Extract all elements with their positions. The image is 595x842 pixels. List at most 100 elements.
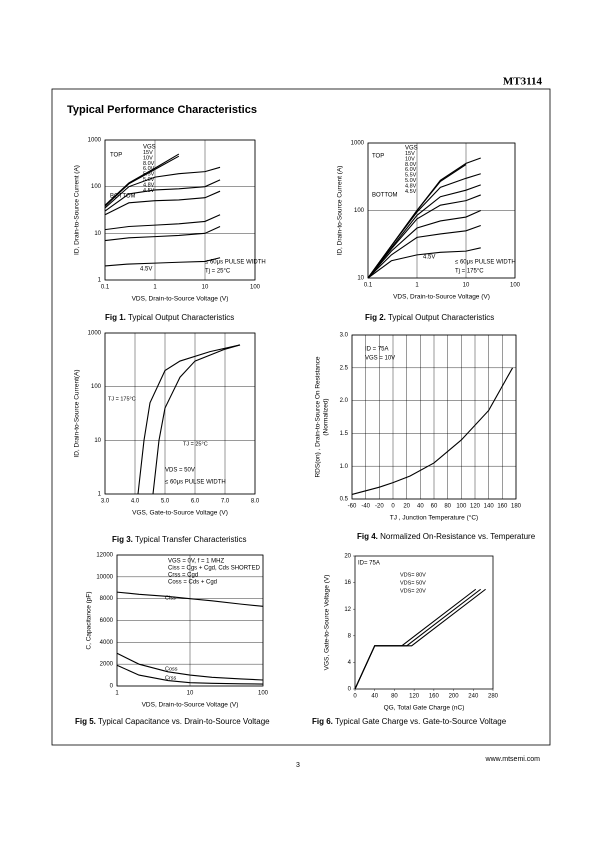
part-number: MT3114 bbox=[503, 76, 543, 88]
x-tick-label: 160 bbox=[497, 504, 508, 510]
chart: 0.1 1 10 100 10 100 1000 VDS, Drain-to-Source V… bbox=[337, 141, 521, 323]
y-tick-label: 10 bbox=[357, 276, 364, 282]
series-line bbox=[104, 166, 221, 209]
x-tick-label: 240 bbox=[468, 694, 479, 700]
figure-caption: Fig 1. Typical Output Characteristics bbox=[105, 313, 234, 322]
x-tick-label: 10 bbox=[463, 283, 470, 289]
y-tick-label: 4 bbox=[348, 660, 352, 666]
y-tick-label: 100 bbox=[91, 384, 102, 390]
series-label: 4.8V bbox=[143, 182, 155, 188]
y-tick-label: 100 bbox=[91, 184, 102, 190]
series-label: 10V bbox=[143, 155, 153, 161]
series-label: 15V bbox=[405, 151, 415, 157]
series-label: VDS= 80V bbox=[400, 572, 426, 578]
x-tick-label: 3.0 bbox=[101, 499, 110, 505]
figure-caption: Fig 3. Typical Transfer Characteristics bbox=[112, 535, 247, 544]
x-tick-label: 180 bbox=[511, 504, 522, 510]
x-tick-label: 0 bbox=[391, 504, 395, 510]
series-label: 4.8V bbox=[405, 183, 417, 189]
x-tick-label: 100 bbox=[510, 283, 521, 289]
figure-caption: Fig 5. Typical Capacitance vs. Drain-to-… bbox=[75, 717, 270, 726]
series-line bbox=[116, 591, 264, 607]
series-line bbox=[367, 224, 481, 279]
series-line bbox=[104, 179, 221, 212]
y-tick-label: 4000 bbox=[100, 640, 114, 646]
x-axis-label: VDS, Drain-to-Source Voltage (V) bbox=[393, 294, 490, 301]
x-tick-label: 10 bbox=[187, 691, 194, 697]
y-axis-label: C, Capacitance (pF) bbox=[86, 591, 93, 649]
annotation: ≤ 60μs PULSE WIDTH bbox=[455, 260, 516, 266]
x-tick-label: 60 bbox=[431, 504, 438, 510]
y-tick-label: 16 bbox=[344, 580, 351, 586]
x-tick-label: 100 bbox=[250, 285, 261, 291]
y-tick-label: 2000 bbox=[100, 662, 114, 668]
y-tick-label: 1.5 bbox=[340, 431, 349, 437]
series-label: 5.5V bbox=[405, 173, 417, 179]
x-tick-label: -40 bbox=[361, 504, 370, 510]
y-tick-label: 1000 bbox=[88, 138, 102, 144]
y-axis-label: ID, Drain-to-Source Current(A) bbox=[74, 369, 81, 457]
y-tick-label: 0 bbox=[110, 684, 114, 690]
annotation: Tj = 175°C bbox=[455, 269, 484, 275]
annotation: VGS bbox=[405, 146, 418, 152]
series-line bbox=[367, 209, 481, 279]
y-axis-label: VGS, Gate-to-Source Voltage (V) bbox=[324, 575, 331, 671]
caption-text: Typical Capacitance vs. Drain-to-Source … bbox=[98, 717, 270, 726]
series-label: 6.0V bbox=[405, 167, 417, 173]
caption-text: Typical Transfer Characteristics bbox=[135, 535, 247, 544]
annotation: BOTTOM bbox=[372, 193, 398, 199]
annotation: VGS = 10V bbox=[365, 356, 395, 362]
y-tick-label: 1 bbox=[98, 278, 102, 284]
series-line bbox=[116, 652, 264, 681]
annotation: ≤ 60μs PULSE WIDTH bbox=[205, 260, 266, 266]
x-axis-label: VDS, Drain-to-Source Voltage (V) bbox=[142, 702, 239, 709]
page-number: 3 bbox=[296, 762, 300, 769]
series-line bbox=[104, 155, 180, 207]
annotation: 4.5V bbox=[423, 255, 435, 261]
y-axis-label: RDS(on) , Drain-to-Source On Resistance bbox=[315, 356, 322, 477]
x-tick-label: 1 bbox=[153, 285, 157, 291]
x-axis-label: QG, Total Gate Charge (nC) bbox=[384, 705, 465, 712]
y-tick-label: 20 bbox=[344, 554, 351, 560]
series-line bbox=[137, 344, 241, 495]
series-line bbox=[104, 190, 221, 216]
x-tick-label: 4.0 bbox=[131, 499, 140, 505]
y-axis-label: ID, Drain-to-Source Current (A) bbox=[337, 166, 344, 256]
caption-text: Typical Output Characteristics bbox=[128, 313, 234, 322]
series-line bbox=[104, 214, 221, 231]
x-axis-label: VDS, Drain-to-Source Voltage (V) bbox=[132, 296, 229, 303]
annotation: Tj = 25°C bbox=[205, 269, 231, 275]
series-label: 5.0V bbox=[143, 177, 155, 183]
series-label: TJ = 175°C bbox=[108, 396, 136, 402]
caption-label: Fig 6. bbox=[312, 717, 333, 726]
y-tick-label: 8 bbox=[348, 633, 352, 639]
x-tick-label: 40 bbox=[371, 694, 378, 700]
x-tick-label: 80 bbox=[444, 504, 451, 510]
x-tick-label: 8.0 bbox=[251, 499, 260, 505]
chart: 0 40 80 120 160 200 240 280 0 4 8 12 16 20 QG, Total G… bbox=[312, 554, 507, 727]
y-tick-label: 1000 bbox=[88, 331, 102, 337]
series-line bbox=[152, 344, 241, 495]
section-title: Typical Performance Characteristics bbox=[67, 104, 257, 116]
figure-caption: Fig 2. Typical Output Characteristics bbox=[365, 313, 494, 322]
series-label: 4.5V bbox=[405, 189, 417, 195]
y-axis-label: ID, Drain-to-Source Current (A) bbox=[74, 165, 81, 255]
x-tick-label: 0.1 bbox=[101, 285, 110, 291]
series-line bbox=[367, 194, 481, 279]
y-tick-label: 3.0 bbox=[340, 333, 349, 339]
figure-caption: Fig 4. Normalized On-Resistance vs. Temp… bbox=[357, 532, 536, 541]
annotation: ≤ 60μs PULSE WIDTH bbox=[165, 480, 226, 486]
series-line bbox=[367, 184, 481, 279]
x-tick-label: 160 bbox=[429, 694, 440, 700]
y-tick-label: 100 bbox=[354, 208, 365, 214]
series-label: 8.0V bbox=[405, 162, 417, 168]
series-label: Crss bbox=[165, 675, 177, 681]
series-line bbox=[354, 588, 482, 690]
annotation: TOP bbox=[110, 153, 122, 159]
series-label: 4.5V bbox=[143, 188, 155, 194]
x-tick-label: 40 bbox=[417, 504, 424, 510]
series-label: 8.0V bbox=[143, 161, 155, 167]
series-label: VDS= 20V bbox=[400, 588, 426, 594]
x-tick-label: 100 bbox=[258, 691, 269, 697]
series-line bbox=[354, 588, 477, 690]
